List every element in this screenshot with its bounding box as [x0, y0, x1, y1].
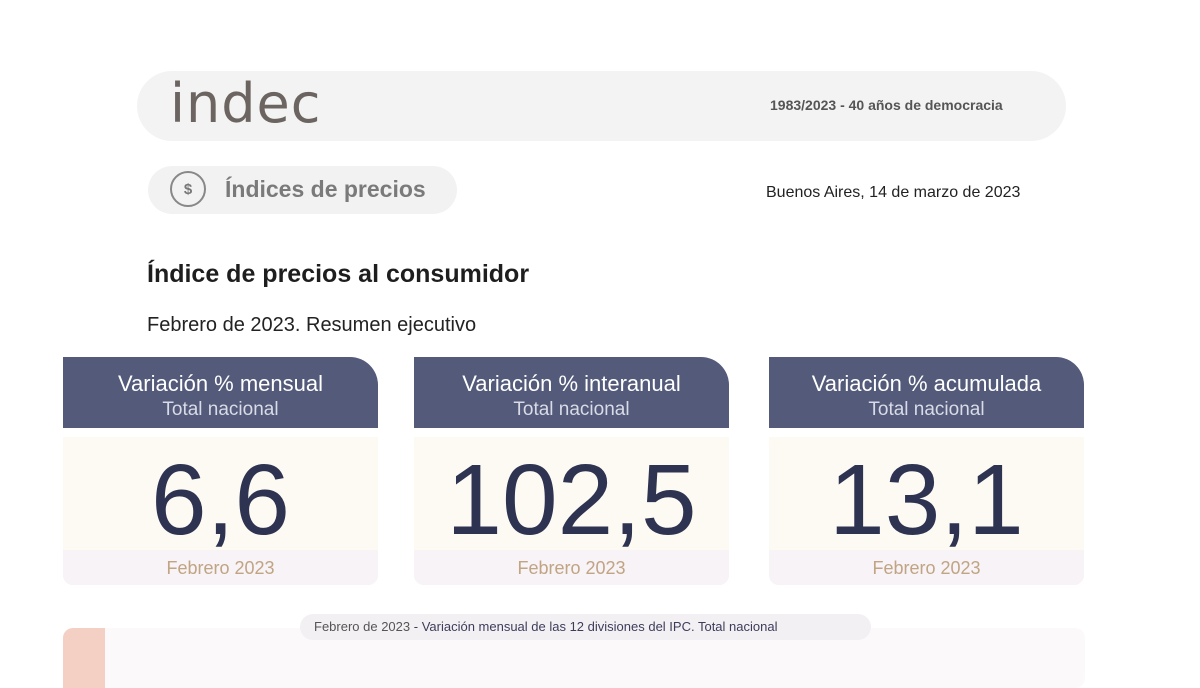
card-subtitle: Total nacional — [513, 399, 630, 420]
header-bar — [137, 71, 1066, 141]
card-title: Variación % interanual — [462, 371, 681, 396]
card-period: Febrero 2023 — [769, 550, 1084, 585]
caption-period: Febrero de 2023 — [314, 619, 411, 634]
card-title: Variación % mensual — [117, 371, 324, 396]
card-value: 13,1 — [829, 444, 1024, 556]
card-header: Variación % mensual Total nacional — [63, 357, 378, 428]
indec-logo: indec — [170, 72, 322, 135]
header-tagline: 1983/2023 - 40 años de democracia — [770, 97, 1003, 113]
card-header: Variación % acumulada Total nacional — [769, 357, 1084, 428]
card-monthly-variation: Variación % mensual Total nacional 6,6 F… — [63, 357, 378, 585]
card-body: 13,1 Febrero 2023 — [769, 437, 1084, 585]
card-period: Febrero 2023 — [414, 550, 729, 585]
divisions-panel-accent — [63, 628, 105, 688]
card-subtitle: Total nacional — [162, 399, 279, 420]
card-header: Variación % interanual Total nacional — [414, 357, 729, 428]
card-cumulative-variation: Variación % acumulada Total nacional 13,… — [769, 357, 1084, 585]
card-value: 6,6 — [150, 444, 290, 556]
caption-separator: - — [410, 619, 422, 634]
card-body: 6,6 Febrero 2023 — [63, 437, 378, 585]
price-tag-dollar-icon: $ — [170, 171, 206, 207]
section-title: Índices de precios — [225, 176, 426, 202]
card-period: Febrero 2023 — [63, 550, 378, 585]
caption-text: Variación mensual de las 12 divisiones d… — [421, 619, 778, 634]
page-title: Índice de precios al consumidor — [147, 260, 530, 288]
page-subtitle: Febrero de 2023. Resumen ejecutivo — [147, 314, 477, 336]
card-title: Variación % acumulada — [811, 371, 1042, 396]
card-body: 102,5 Febrero 2023 — [414, 437, 729, 585]
place-date: Buenos Aires, 14 de marzo de 2023 — [766, 184, 1021, 201]
card-value: 102,5 — [446, 444, 697, 556]
divisions-caption: Febrero de 2023 - Variación mensual de l… — [300, 614, 871, 640]
card-annual-variation: Variación % interanual Total nacional 10… — [414, 357, 729, 585]
card-subtitle: Total nacional — [868, 399, 985, 420]
